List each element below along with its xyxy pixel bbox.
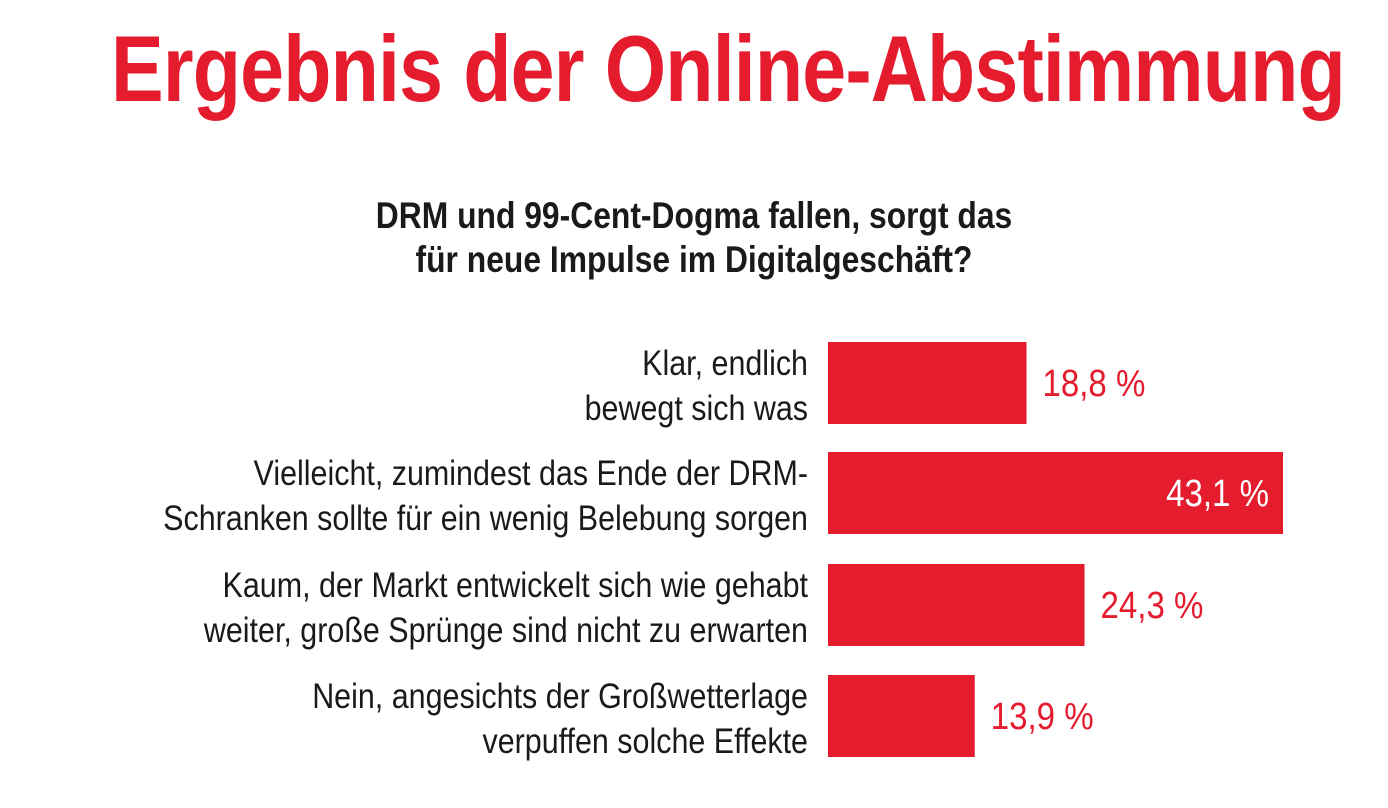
category-label-4: Nein, angesichts der Großwetterlage verpu… [312,676,808,760]
category-label-3-line-1: Kaum, der Markt entwickelt sich wie geha… [223,565,808,604]
category-label-1-line-1: Klar, endlich [642,343,808,382]
category-label-1-line-2: bewegt sich was [585,388,808,427]
subtitle-line-2: für neue Impulse im Digitalgeschäft? [415,239,973,280]
subtitle-line-1: DRM und 99-Cent-Dogma fallen, sorgt das [375,195,1013,236]
bar-group-3: Kaum, der Markt entwickelt sich wie geha… [203,564,1204,649]
bar-1 [828,342,1027,424]
bar-3 [828,564,1085,646]
bar-4 [828,675,975,757]
category-label-3: Kaum, der Markt entwickelt sich wie geha… [203,565,808,649]
category-label-3-line-2: weiter, große Sprünge sind nicht zu erwa… [203,610,808,649]
category-label-2-line-2: Schranken sollte für ein wenig Belebung … [163,498,808,537]
bar-group-2: Vielleicht, zumindest das Ende der DRM- S… [163,452,1283,537]
category-label-2-line-1: Vielleicht, zumindest das Ende der DRM- [254,453,808,492]
chart-subtitle: DRM und 99-Cent-Dogma fallen, sorgt das … [0,194,1388,282]
bar-2 [828,452,1283,534]
category-label-4-line-1: Nein, angesichts der Großwetterlage [312,676,808,715]
value-label-1: 18,8 % [1042,362,1145,405]
chart-title: Ergebnis der Online-Abstimmung [111,16,1346,121]
value-label-4: 13,9 % [991,695,1094,738]
category-label-1: Klar, endlich bewegt sich was [585,343,808,427]
category-label-4-line-2: verpuffen solche Effekte [482,721,808,760]
bar-group-1: Klar, endlich bewegt sich was 18,8 % [585,342,1145,427]
value-label-2: 43,1 % [1166,472,1269,515]
bar-group-4: Nein, angesichts der Großwetterlage verpu… [312,675,1094,760]
category-label-2: Vielleicht, zumindest das Ende der DRM- S… [163,453,808,537]
value-label-3: 24,3 % [1101,584,1204,627]
